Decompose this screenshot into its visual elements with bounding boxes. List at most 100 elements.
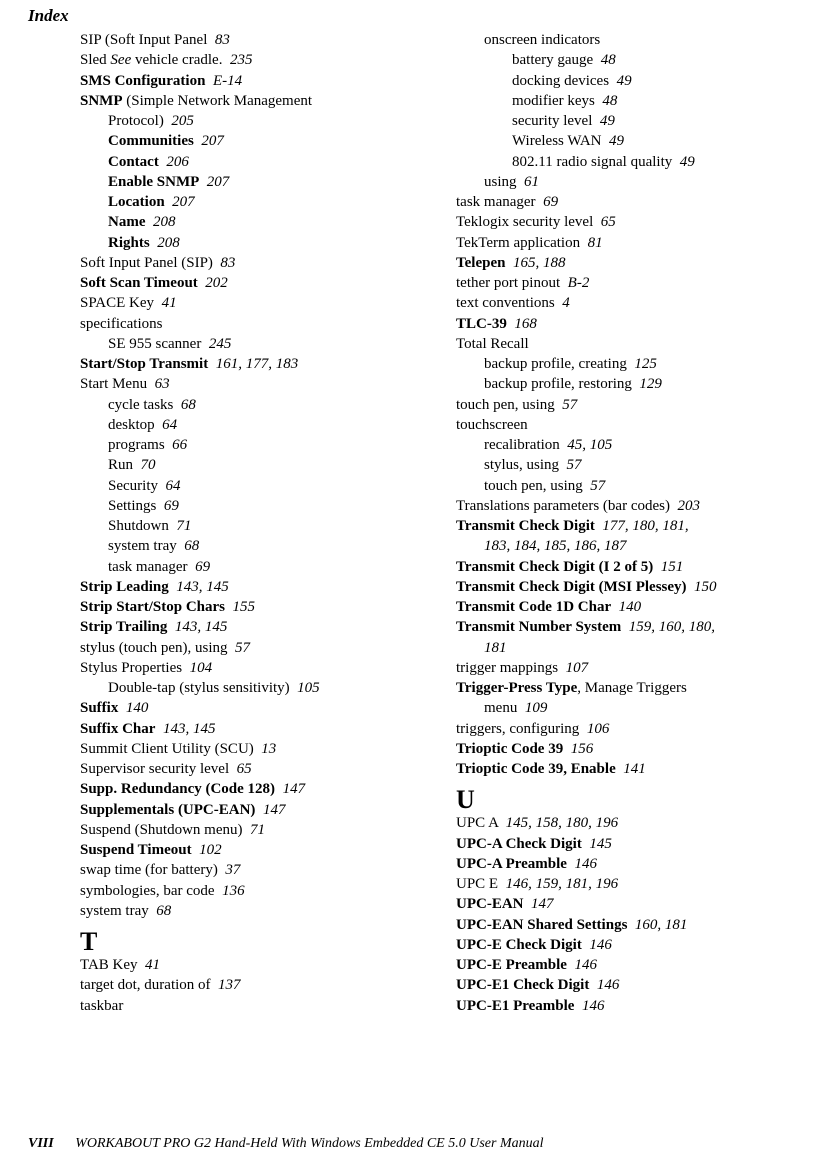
index-entry: Supplementals (UPC-EAN) 147 xyxy=(80,800,436,820)
index-entry: touch pen, using 57 xyxy=(456,476,812,496)
index-entry: Telepen 165, 188 xyxy=(456,253,812,273)
index-entry: task manager 69 xyxy=(80,557,436,577)
index-entry: cycle tasks 68 xyxy=(80,395,436,415)
index-entry: SPACE Key 41 xyxy=(80,293,436,313)
index-entry: Transmit Code 1D Char 140 xyxy=(456,597,812,617)
index-entry: UPC-E1 Preamble 146 xyxy=(456,996,812,1016)
index-entry: Sled See vehicle cradle. 235 xyxy=(80,50,436,70)
index-entry: Total Recall xyxy=(456,334,812,354)
index-entry: SE 955 scanner 245 xyxy=(80,334,436,354)
index-entry: system tray 68 xyxy=(80,901,436,921)
index-entry: docking devices 49 xyxy=(456,71,812,91)
columns: SIP (Soft Input Panel 83Sled See vehicle… xyxy=(20,30,812,1016)
index-entry: Double-tap (stylus sensitivity) 105 xyxy=(80,678,436,698)
index-entry: touch pen, using 57 xyxy=(456,395,812,415)
index-entry: SMS Configuration E-14 xyxy=(80,71,436,91)
index-entry: Protocol) 205 xyxy=(80,111,436,131)
index-entry: UPC E 146, 159, 181, 196 xyxy=(456,874,812,894)
index-entry: SIP (Soft Input Panel 83 xyxy=(80,30,436,50)
index-entry: Run 70 xyxy=(80,455,436,475)
index-entry: UPC-E Check Digit 146 xyxy=(456,935,812,955)
index-entry: Suffix 140 xyxy=(80,698,436,718)
index-entry: Translations parameters (bar codes) 203 xyxy=(456,496,812,516)
index-entry: Transmit Check Digit (I 2 of 5) 151 xyxy=(456,557,812,577)
index-entry: Enable SNMP 207 xyxy=(80,172,436,192)
index-entry: TAB Key 41 xyxy=(80,955,436,975)
page-header: Index xyxy=(20,0,812,26)
index-entry: Security 64 xyxy=(80,476,436,496)
index-page: Index SIP (Soft Input Panel 83Sled See v… xyxy=(0,0,832,1016)
index-entry: security level 49 xyxy=(456,111,812,131)
index-entry: using 61 xyxy=(456,172,812,192)
index-entry: swap time (for battery) 37 xyxy=(80,860,436,880)
page-footer: VIII WORKABOUT PRO G2 Hand-Held With Win… xyxy=(28,1136,544,1152)
index-entry: Suffix Char 143, 145 xyxy=(80,719,436,739)
index-entry: backup profile, creating 125 xyxy=(456,354,812,374)
index-entry: Strip Trailing 143, 145 xyxy=(80,617,436,637)
index-entry: Transmit Number System 159, 160, 180, xyxy=(456,617,812,637)
section-letter-u: U xyxy=(456,785,812,815)
index-entry: UPC A 145, 158, 180, 196 xyxy=(456,813,812,833)
index-entry: Summit Client Utility (SCU) 13 xyxy=(80,739,436,759)
index-entry: programs 66 xyxy=(80,435,436,455)
index-entry: Teklogix security level 65 xyxy=(456,212,812,232)
index-entry: Name 208 xyxy=(80,212,436,232)
index-entry: task manager 69 xyxy=(456,192,812,212)
index-entry: battery gauge 48 xyxy=(456,50,812,70)
index-entry: symbologies, bar code 136 xyxy=(80,881,436,901)
index-entry: UPC-EAN 147 xyxy=(456,894,812,914)
index-entry: Location 207 xyxy=(80,192,436,212)
section-letter-t: T xyxy=(80,927,436,957)
index-entry: TLC-39 168 xyxy=(456,314,812,334)
index-entry: Trigger-Press Type, Manage Triggers xyxy=(456,678,812,698)
index-entry: stylus, using 57 xyxy=(456,455,812,475)
index-entry: specifications xyxy=(80,314,436,334)
index-entry: Suspend Timeout 102 xyxy=(80,840,436,860)
index-entry: onscreen indicators xyxy=(456,30,812,50)
index-entry: touchscreen xyxy=(456,415,812,435)
index-entry: Soft Scan Timeout 202 xyxy=(80,273,436,293)
index-entry: Trioptic Code 39, Enable 141 xyxy=(456,759,812,779)
index-entry: UPC-EAN Shared Settings 160, 181 xyxy=(456,915,812,935)
index-entry: tether port pinout B-2 xyxy=(456,273,812,293)
index-entry: Trioptic Code 39 156 xyxy=(456,739,812,759)
index-entry: 181 xyxy=(456,638,812,658)
index-entry: triggers, configuring 106 xyxy=(456,719,812,739)
index-entry: taskbar xyxy=(80,996,436,1016)
index-entry: Soft Input Panel (SIP) 83 xyxy=(80,253,436,273)
index-entry: Transmit Check Digit 177, 180, 181, xyxy=(456,516,812,536)
index-entry: UPC-E1 Check Digit 146 xyxy=(456,975,812,995)
index-entry: Transmit Check Digit (MSI Plessey) 150 xyxy=(456,577,812,597)
index-entry: Wireless WAN 49 xyxy=(456,131,812,151)
index-entry: TekTerm application 81 xyxy=(456,233,812,253)
index-entry: Suspend (Shutdown menu) 71 xyxy=(80,820,436,840)
index-entry: target dot, duration of 137 xyxy=(80,975,436,995)
index-entry: UPC-E Preamble 146 xyxy=(456,955,812,975)
index-entry: modifier keys 48 xyxy=(456,91,812,111)
index-entry: Strip Start/Stop Chars 155 xyxy=(80,597,436,617)
index-entry: Start Menu 63 xyxy=(80,374,436,394)
index-entry: UPC-A Preamble 146 xyxy=(456,854,812,874)
index-entry: Contact 206 xyxy=(80,152,436,172)
index-entry: Rights 208 xyxy=(80,233,436,253)
index-entry: Shutdown 71 xyxy=(80,516,436,536)
column-right: onscreen indicatorsbattery gauge 48docki… xyxy=(456,30,812,1016)
index-entry: Stylus Properties 104 xyxy=(80,658,436,678)
index-entry: backup profile, restoring 129 xyxy=(456,374,812,394)
index-entry: Communities 207 xyxy=(80,131,436,151)
index-entry: 183, 184, 185, 186, 187 xyxy=(456,536,812,556)
index-entry: Strip Leading 143, 145 xyxy=(80,577,436,597)
index-entry: SNMP (Simple Network Management xyxy=(80,91,436,111)
page-number: VIII xyxy=(28,1136,54,1151)
index-entry: stylus (touch pen), using 57 xyxy=(80,638,436,658)
index-entry: Supp. Redundancy (Code 128) 147 xyxy=(80,779,436,799)
index-entry: trigger mappings 107 xyxy=(456,658,812,678)
index-entry: desktop 64 xyxy=(80,415,436,435)
index-entry: 802.11 radio signal quality 49 xyxy=(456,152,812,172)
index-entry: text conventions 4 xyxy=(456,293,812,313)
index-entry: UPC-A Check Digit 145 xyxy=(456,834,812,854)
footer-title: WORKABOUT PRO G2 Hand-Held With Windows … xyxy=(75,1136,543,1151)
index-entry: Supervisor security level 65 xyxy=(80,759,436,779)
column-left: SIP (Soft Input Panel 83Sled See vehicle… xyxy=(20,30,436,1016)
index-entry: Start/Stop Transmit 161, 177, 183 xyxy=(80,354,436,374)
